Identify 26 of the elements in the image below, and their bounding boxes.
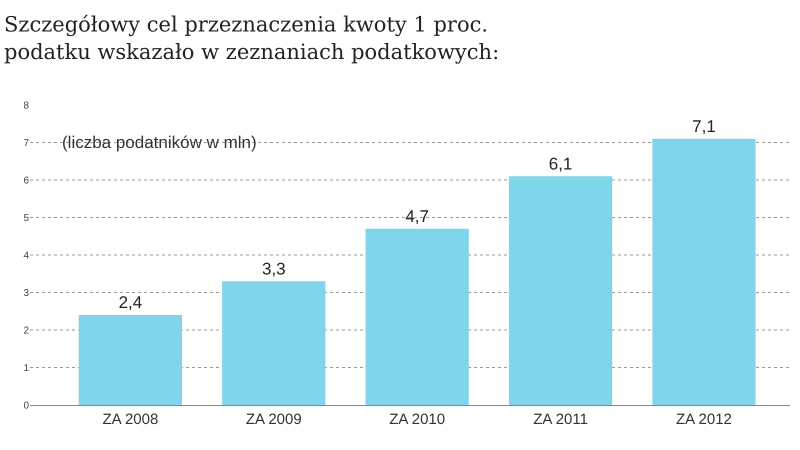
data-label: 2,4 <box>118 293 142 312</box>
data-label: 3,3 <box>262 259 286 278</box>
bar <box>222 281 326 405</box>
y-tick-label: 2 <box>23 326 30 336</box>
y-tick-label: 6 <box>23 176 30 186</box>
y-tick-label: 1 <box>23 363 30 374</box>
bar <box>652 138 756 405</box>
bar <box>508 176 612 405</box>
data-label: 6,1 <box>548 154 572 174</box>
bar <box>78 315 182 405</box>
y-tick-label: 8 <box>23 100 30 112</box>
x-tick-label: ZA 2010 <box>389 411 446 428</box>
annotation: (liczba podatników w mln) <box>62 133 257 152</box>
x-tick-label: ZA 2012 <box>676 411 732 428</box>
x-tick-label: ZA 2009 <box>246 411 302 428</box>
y-tick-label: 5 <box>23 213 30 224</box>
y-tick-label: 7 <box>23 138 30 149</box>
data-label: 7,1 <box>692 116 716 136</box>
y-tick-label: 0 <box>23 400 30 412</box>
bar <box>366 228 469 405</box>
chart-title: Szczegółowy cel przeznaczenia kwoty 1 proc. podatku wskazało w zeznaniach podatkowych: <box>4 12 500 64</box>
y-tick-label: 3 <box>23 288 30 299</box>
x-tick-label: ZA 2011 <box>533 411 588 428</box>
y-tick-label: 4 <box>23 250 30 262</box>
data-label: 4,7 <box>405 206 429 226</box>
x-tick-label: ZA 2008 <box>102 411 158 428</box>
